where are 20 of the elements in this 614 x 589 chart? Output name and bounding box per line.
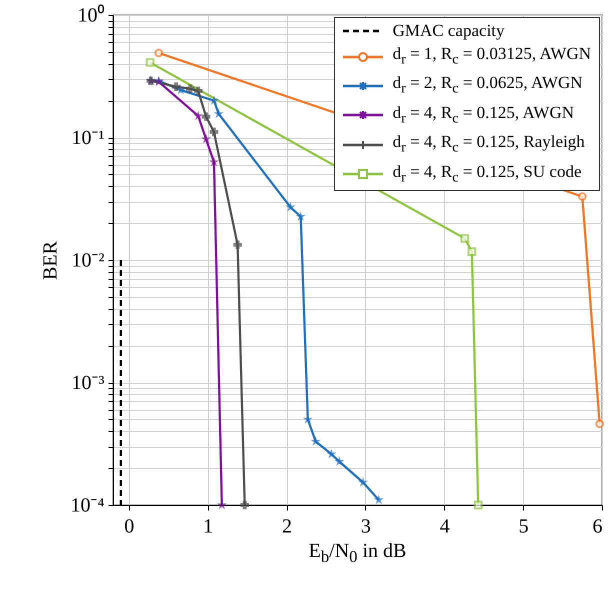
x-axis-title: E$_{b}$/N$_{0}$ in dB [308,540,408,567]
y-tick-label: 10⁻³ [72,372,104,394]
x-tick-label: 6 [592,516,602,538]
legend-label: d$_{r}$ = 4, R$_{c}$ = 0.125, Rayleigh [392,131,585,158]
x-tick-label: 3 [360,516,371,538]
legend-label: d$_{r}$ = 4, R$_{c}$ = 0.125, AWGN [392,102,574,128]
x-tick-label: 4 [440,516,450,538]
x-tick-label: 0 [124,516,134,538]
y-tick-label: 10⁻¹ [72,127,104,149]
y-axis-title: BER [40,240,62,280]
legend-label: GMAC capacity [392,20,505,42]
x-tick-label: 2 [282,516,292,538]
x-tick-label: 1 [203,516,214,538]
y-tick-label: 10⁰ [78,4,104,26]
legend-label: d$_{r}$ = 1, R$_{c}$ = 0.03125, AWGN [392,43,591,70]
legend-label: d$_{r}$ = 4, R$_{c}$ = 0.125, SU code [392,160,582,187]
y-tick-label: 10⁻⁴ [70,494,105,516]
y-tick-label: 10⁻² [72,250,104,272]
x-tick-label: 5 [518,516,529,538]
legend-label: d$_{r}$ = 2, R$_{c}$ = 0.0625, AWGN [392,72,582,99]
